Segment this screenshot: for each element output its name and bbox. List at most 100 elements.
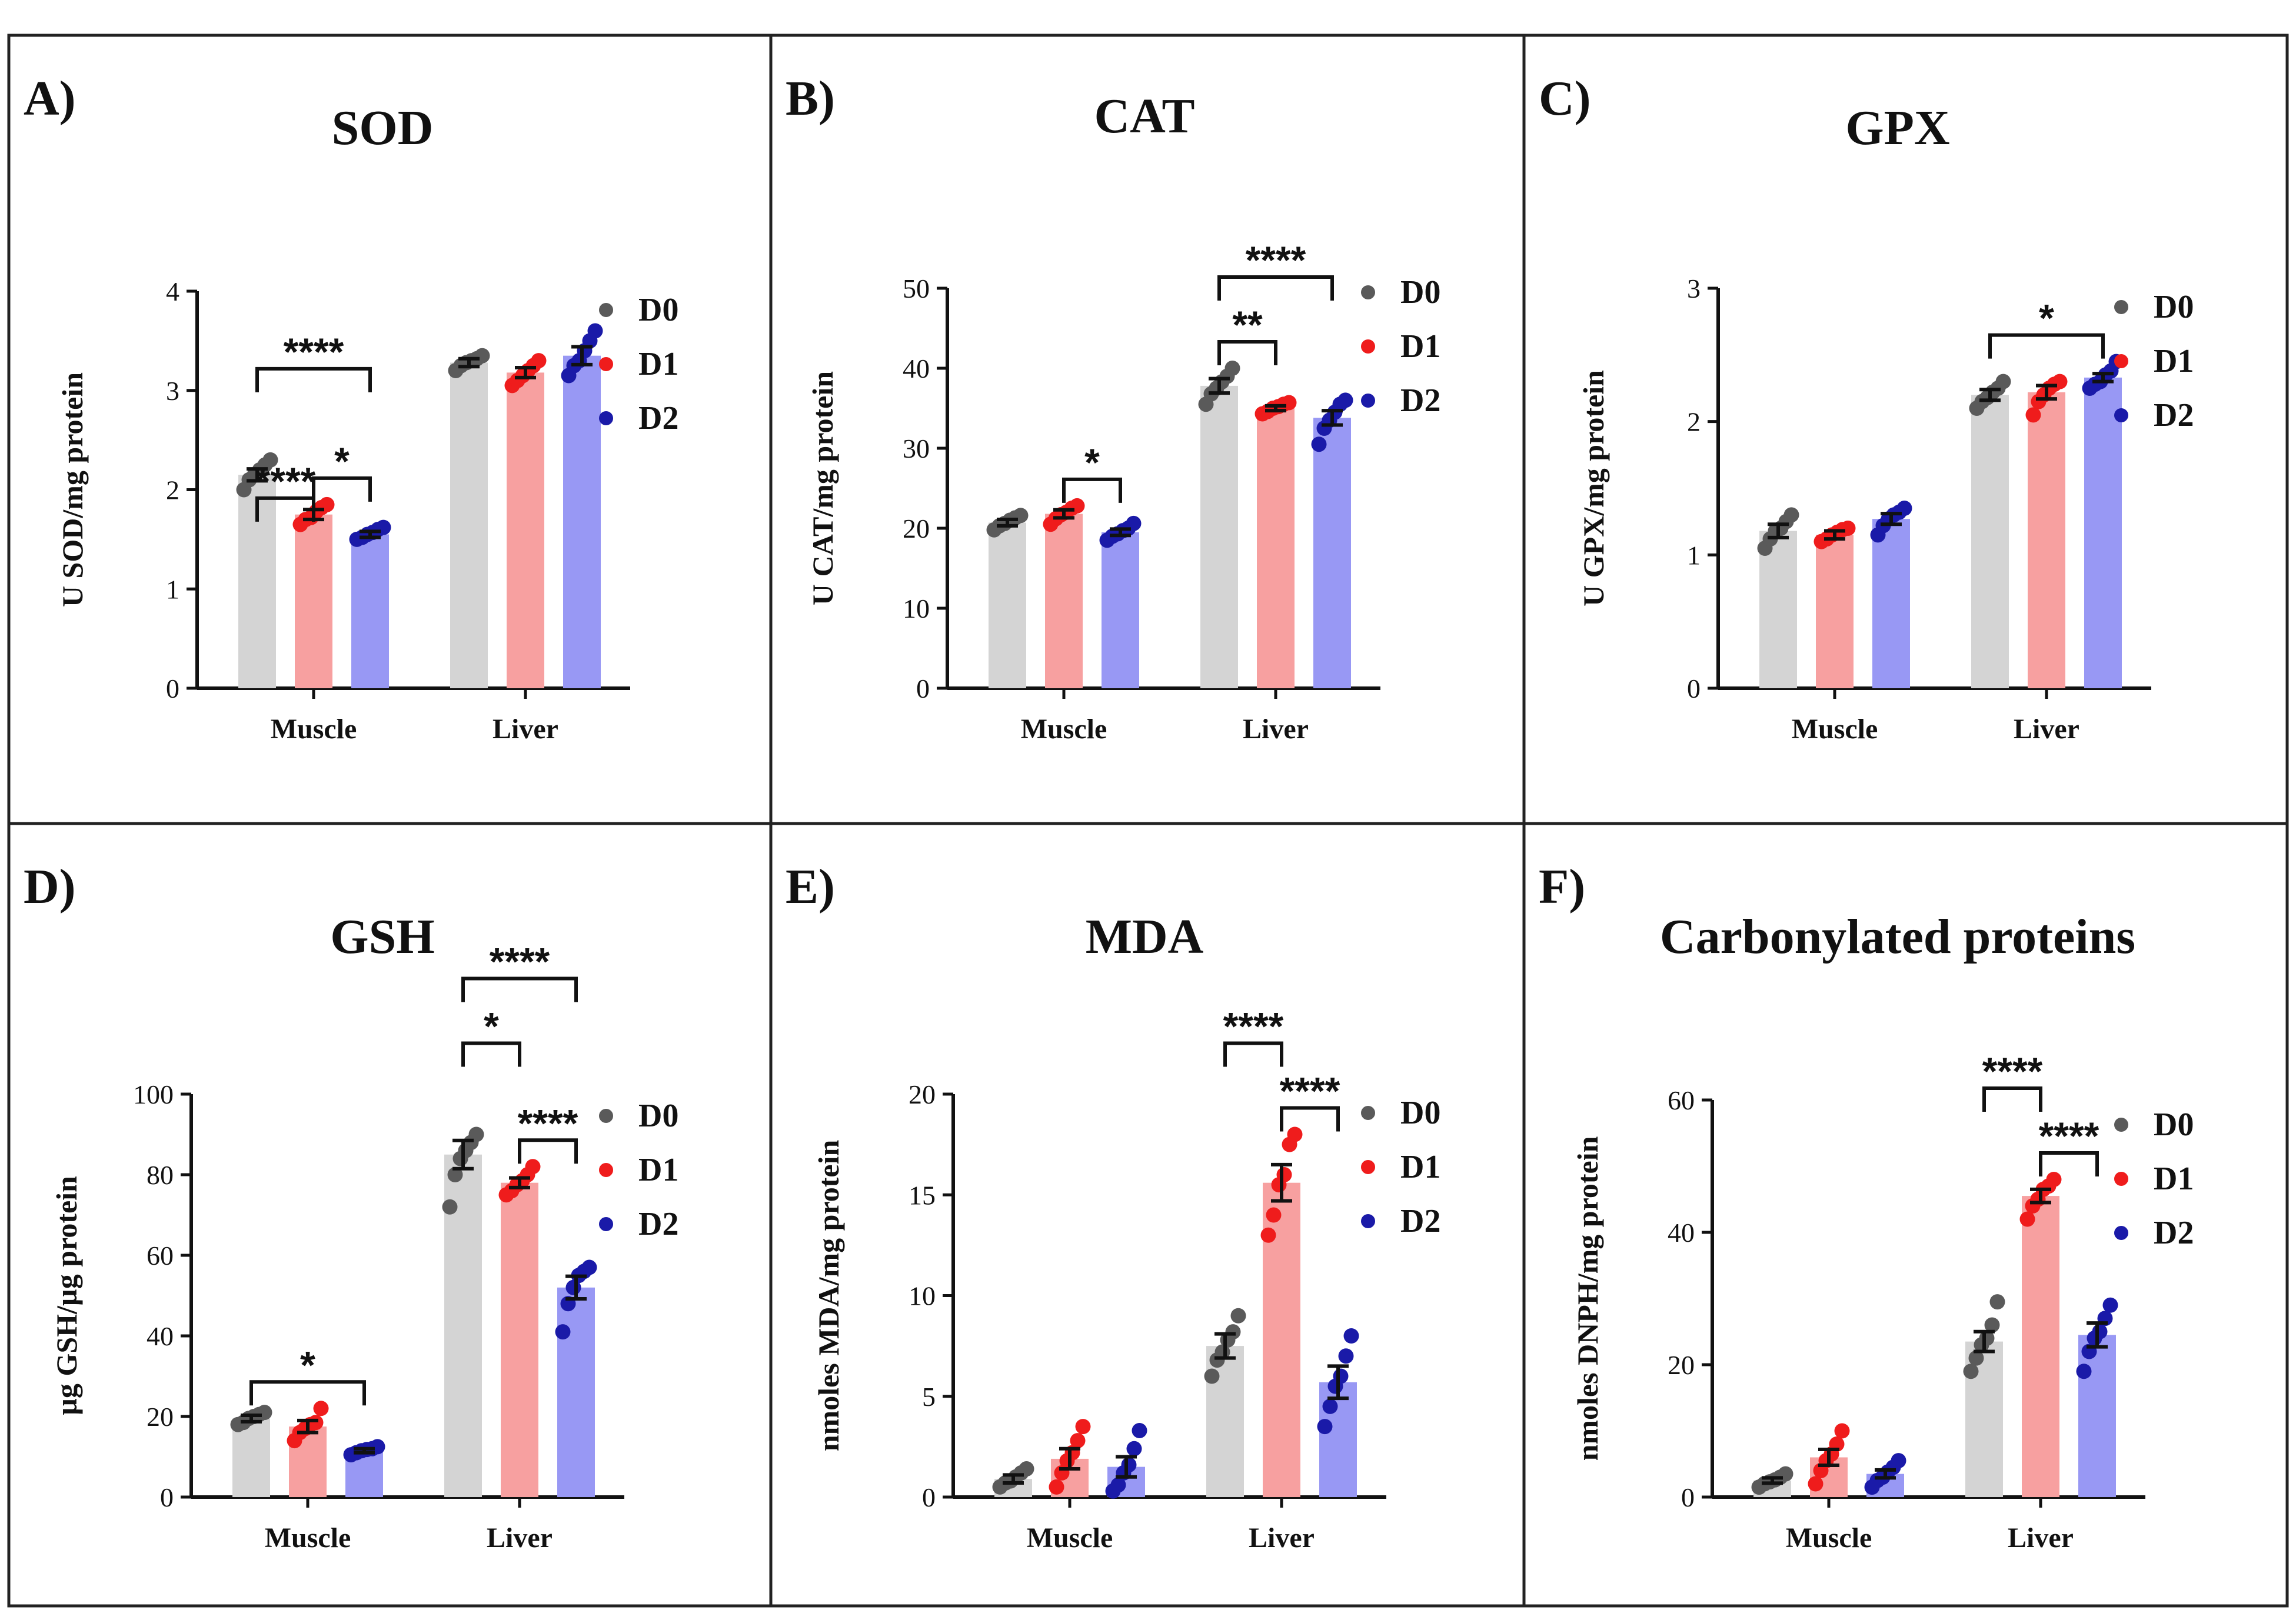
data-point xyxy=(1317,1419,1333,1435)
legend-label-d2: D2 xyxy=(2154,397,2194,434)
y-axis-label: U SOD/mg protein xyxy=(56,372,89,607)
legend-marker-d0 xyxy=(599,1109,613,1123)
significance-bracket xyxy=(518,1138,578,1164)
data-point xyxy=(1225,1324,1241,1340)
y-tick-label: 60 xyxy=(1668,1085,1695,1115)
data-point xyxy=(474,348,490,364)
significance-bracket xyxy=(1982,1086,2042,1112)
x-category-label: Liver xyxy=(1249,1522,1315,1554)
data-point xyxy=(1984,1317,2000,1333)
data-point xyxy=(1287,1126,1303,1142)
y-tick-label: 0 xyxy=(160,1482,174,1512)
x-category-label: Liver xyxy=(487,1522,553,1554)
data-point xyxy=(1049,1479,1064,1495)
significance-label: ** xyxy=(1232,303,1263,346)
x-category-label: Liver xyxy=(493,714,558,745)
legend-marker-d0 xyxy=(599,303,613,317)
legend-marker-d0 xyxy=(1361,1106,1375,1120)
significance-bracket xyxy=(1062,477,1122,503)
legend-marker-d1 xyxy=(599,357,613,371)
bar-d1-liver xyxy=(501,1182,538,1497)
legend-marker-d1 xyxy=(2114,354,2128,368)
data-point xyxy=(1333,1368,1349,1384)
significance-bracket xyxy=(461,1041,521,1067)
y-tick-label: 0 xyxy=(1681,1482,1695,1512)
panel-label: A) xyxy=(24,71,76,126)
data-point xyxy=(1963,1364,1979,1379)
significance-bracket xyxy=(255,496,315,522)
y-tick-label: 20 xyxy=(147,1402,174,1432)
legend-marker-d2 xyxy=(599,411,613,425)
panel-cat: B) CAT 0 10 20 30 40 50 U CAT/mg protein Muscle Li… xyxy=(786,71,1440,745)
panel-mda: E) MDA 0 5 10 15 20 nmoles MDA/mg protein Muscle… xyxy=(786,859,1440,1554)
data-point xyxy=(1260,1227,1276,1243)
data-point xyxy=(1266,1207,1282,1223)
bar-d2-muscle xyxy=(1872,519,1910,688)
legend-label-d1: D1 xyxy=(1400,1149,1440,1185)
bar-d2-muscle xyxy=(351,534,389,688)
panel-label: E) xyxy=(786,859,835,914)
bar-d2-liver xyxy=(2078,1335,2116,1497)
panel-title: GPX xyxy=(1845,101,1949,155)
bar-d0-liver xyxy=(450,362,488,688)
significance-label: **** xyxy=(1982,1049,2043,1093)
data-point xyxy=(2092,1324,2108,1339)
data-point xyxy=(1126,515,1142,531)
y-tick-label: 3 xyxy=(1687,274,1701,304)
legend-marker-d2 xyxy=(2114,408,2128,422)
data-point xyxy=(2076,1364,2092,1379)
data-point xyxy=(1989,1294,2005,1310)
bar-d1-liver xyxy=(507,372,544,688)
data-point xyxy=(1808,1476,1824,1492)
data-point xyxy=(1126,1441,1142,1456)
legend-marker-d0 xyxy=(2114,300,2128,314)
data-point xyxy=(1783,507,1799,523)
significance-label: **** xyxy=(1246,238,1306,282)
y-tick-label: 20 xyxy=(1668,1350,1695,1380)
x-category-label: Muscle xyxy=(1786,1522,1872,1554)
y-tick-label: 40 xyxy=(1668,1218,1695,1248)
significance-label: **** xyxy=(518,1101,578,1145)
y-tick-label: 0 xyxy=(166,674,179,704)
data-point xyxy=(1995,374,2011,389)
panel-title: SOD xyxy=(332,101,434,155)
significance-label: **** xyxy=(1223,1005,1284,1048)
x-category-label: Liver xyxy=(2014,714,2079,745)
y-tick-label: 2 xyxy=(1687,407,1701,437)
significance-bracket xyxy=(312,476,372,502)
y-tick-label: 15 xyxy=(909,1180,936,1210)
legend-label-d1: D1 xyxy=(638,1152,678,1188)
y-tick-label: 40 xyxy=(147,1321,174,1351)
bar-d2-muscle xyxy=(1102,532,1139,688)
data-point xyxy=(587,323,603,339)
y-tick-label: 40 xyxy=(903,354,930,384)
legend-marker-d0 xyxy=(1361,285,1375,299)
significance-bracket xyxy=(1217,340,1277,365)
legend-label-d1: D1 xyxy=(2154,343,2194,379)
y-tick-label: 1 xyxy=(166,574,179,604)
x-category-label: Muscle xyxy=(1027,1522,1113,1554)
significance-label: * xyxy=(484,1005,499,1048)
significance-bracket xyxy=(255,366,372,392)
legend-label-d0: D0 xyxy=(638,292,678,328)
data-point xyxy=(1891,1453,1906,1469)
data-point xyxy=(2046,1172,2062,1187)
legend-label-d2: D2 xyxy=(638,400,678,436)
legend-label-d1: D1 xyxy=(1400,328,1440,365)
y-tick-label: 0 xyxy=(922,1482,936,1512)
legend-marker-d1 xyxy=(1361,1160,1375,1174)
x-category-label: Muscle xyxy=(265,1522,351,1554)
significance-label: **** xyxy=(2039,1114,2099,1158)
data-point xyxy=(1281,395,1297,411)
significance-label: **** xyxy=(255,459,316,503)
panel-title: MDA xyxy=(1086,909,1204,964)
legend-label-d0: D0 xyxy=(2154,289,2194,325)
y-tick-label: 10 xyxy=(909,1281,936,1311)
legend-label-d0: D0 xyxy=(2154,1106,2194,1143)
bar-d1-muscle xyxy=(295,514,332,688)
data-point xyxy=(1019,1461,1034,1477)
data-point xyxy=(313,1401,329,1416)
data-point xyxy=(442,1199,458,1215)
